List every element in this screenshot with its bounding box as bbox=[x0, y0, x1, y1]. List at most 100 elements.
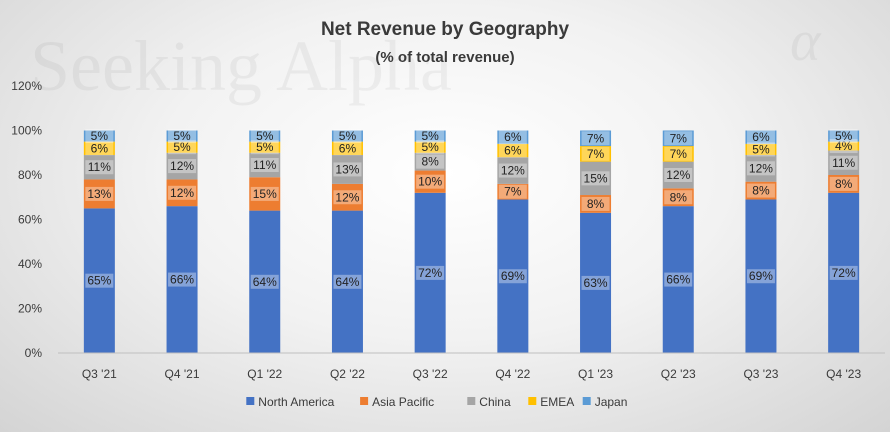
bar-segment bbox=[166, 206, 198, 353]
data-label: 12% bbox=[335, 190, 359, 204]
bar-segment bbox=[249, 141, 281, 153]
data-label-background bbox=[333, 129, 362, 144]
data-label-background bbox=[333, 162, 362, 177]
legend: North America Asia Pacific China EMEA Japan bbox=[246, 395, 627, 409]
data-label-background bbox=[498, 130, 527, 145]
bar-segment bbox=[166, 179, 198, 207]
data-label-background bbox=[416, 129, 445, 144]
legend-label: China bbox=[479, 395, 511, 409]
data-label-background bbox=[416, 265, 445, 280]
data-label: 7% bbox=[504, 185, 522, 199]
bar-segment bbox=[745, 130, 777, 144]
x-tick-label: Q4 '23 bbox=[826, 367, 861, 381]
bar-segment bbox=[497, 199, 529, 353]
data-label-background bbox=[85, 129, 114, 144]
data-label-background bbox=[581, 146, 610, 161]
data-label: 11% bbox=[832, 156, 855, 170]
bar-segment bbox=[662, 146, 694, 162]
x-tick-label: Q3 '21 bbox=[82, 367, 117, 381]
data-label-background bbox=[664, 131, 693, 146]
data-label-background bbox=[250, 186, 279, 201]
x-tick-label: Q4 '21 bbox=[165, 367, 200, 381]
data-label: 72% bbox=[832, 266, 856, 280]
x-tick-label: Q4 '22 bbox=[495, 367, 530, 381]
bar-segment bbox=[83, 154, 115, 180]
data-label-background bbox=[168, 272, 197, 287]
data-label-background bbox=[829, 139, 858, 154]
data-label-background bbox=[746, 269, 775, 284]
bar-segment bbox=[662, 206, 694, 353]
data-label: 7% bbox=[670, 131, 688, 145]
bar-segment bbox=[83, 208, 115, 353]
data-label-background bbox=[664, 190, 693, 205]
data-label: 12% bbox=[666, 168, 690, 182]
data-label: 12% bbox=[749, 161, 773, 175]
legend-swatch bbox=[467, 397, 476, 405]
data-label: 11% bbox=[88, 160, 111, 174]
bar-segment bbox=[414, 170, 446, 193]
bar-segment bbox=[580, 161, 612, 196]
y-tick-label: 100% bbox=[11, 124, 42, 138]
data-label: 8% bbox=[752, 184, 770, 198]
chart-subtitle: (% of total revenue) bbox=[375, 49, 514, 66]
data-label: 7% bbox=[670, 147, 688, 161]
x-tick-label: Q3 '23 bbox=[743, 367, 778, 381]
data-label: 6% bbox=[504, 130, 522, 144]
y-tick-label: 0% bbox=[25, 346, 43, 360]
data-label: 10% bbox=[418, 175, 442, 189]
data-label: 66% bbox=[666, 273, 690, 287]
data-label: 8% bbox=[421, 155, 439, 169]
data-label: 72% bbox=[418, 266, 442, 280]
bar-segment bbox=[580, 130, 612, 147]
bar-segment bbox=[580, 146, 612, 162]
bar-segment bbox=[828, 150, 860, 175]
watermark-symbol: α bbox=[790, 8, 822, 73]
data-label-background bbox=[746, 161, 775, 176]
bar-segment bbox=[166, 141, 198, 153]
data-label-background bbox=[168, 140, 197, 155]
data-label: 69% bbox=[501, 269, 525, 283]
legend-swatch bbox=[528, 397, 537, 405]
bar-segment bbox=[83, 130, 115, 142]
data-label-background bbox=[416, 140, 445, 155]
bar-segment bbox=[828, 175, 860, 193]
data-label-background bbox=[85, 141, 114, 156]
data-label: 4% bbox=[835, 139, 853, 153]
data-label-background bbox=[168, 129, 197, 144]
bar-segment bbox=[249, 152, 281, 178]
data-label-background bbox=[581, 131, 610, 146]
legend-swatch bbox=[360, 397, 369, 405]
data-label-background bbox=[168, 185, 197, 200]
bar-segment bbox=[497, 183, 529, 200]
data-label: 5% bbox=[256, 140, 274, 154]
bar-segment bbox=[828, 192, 860, 353]
data-label-background bbox=[829, 176, 858, 191]
data-label-background bbox=[250, 274, 279, 289]
data-label-background bbox=[498, 184, 527, 199]
data-label: 15% bbox=[584, 171, 608, 185]
y-tick-label: 40% bbox=[18, 257, 42, 271]
bar-segment bbox=[828, 130, 860, 142]
bar-segment bbox=[331, 154, 363, 184]
data-label-background bbox=[333, 274, 362, 289]
data-label-background bbox=[333, 141, 362, 156]
bar-segment bbox=[414, 130, 446, 142]
y-axis: 0% 20% 40% 60% 80% 100% 120% bbox=[11, 79, 42, 360]
x-axis: Q3 '21 Q4 '21 Q1 '22 Q2 '22 Q3 '22 Q4 '22 Q1 '… bbox=[58, 352, 885, 381]
data-label: 15% bbox=[253, 187, 277, 201]
bar-segment bbox=[497, 130, 529, 144]
bar-segment bbox=[745, 154, 777, 182]
data-label: 11% bbox=[253, 158, 276, 172]
data-label-background bbox=[250, 157, 279, 172]
bar-segment bbox=[249, 130, 281, 142]
data-label: 5% bbox=[752, 142, 770, 156]
data-label: 7% bbox=[587, 131, 605, 145]
bar-segment bbox=[828, 141, 860, 151]
legend-label: EMEA bbox=[540, 395, 574, 409]
data-label-background bbox=[581, 171, 610, 186]
bar-segment bbox=[745, 181, 777, 200]
data-label-background bbox=[168, 159, 197, 174]
data-label-background bbox=[498, 143, 527, 158]
